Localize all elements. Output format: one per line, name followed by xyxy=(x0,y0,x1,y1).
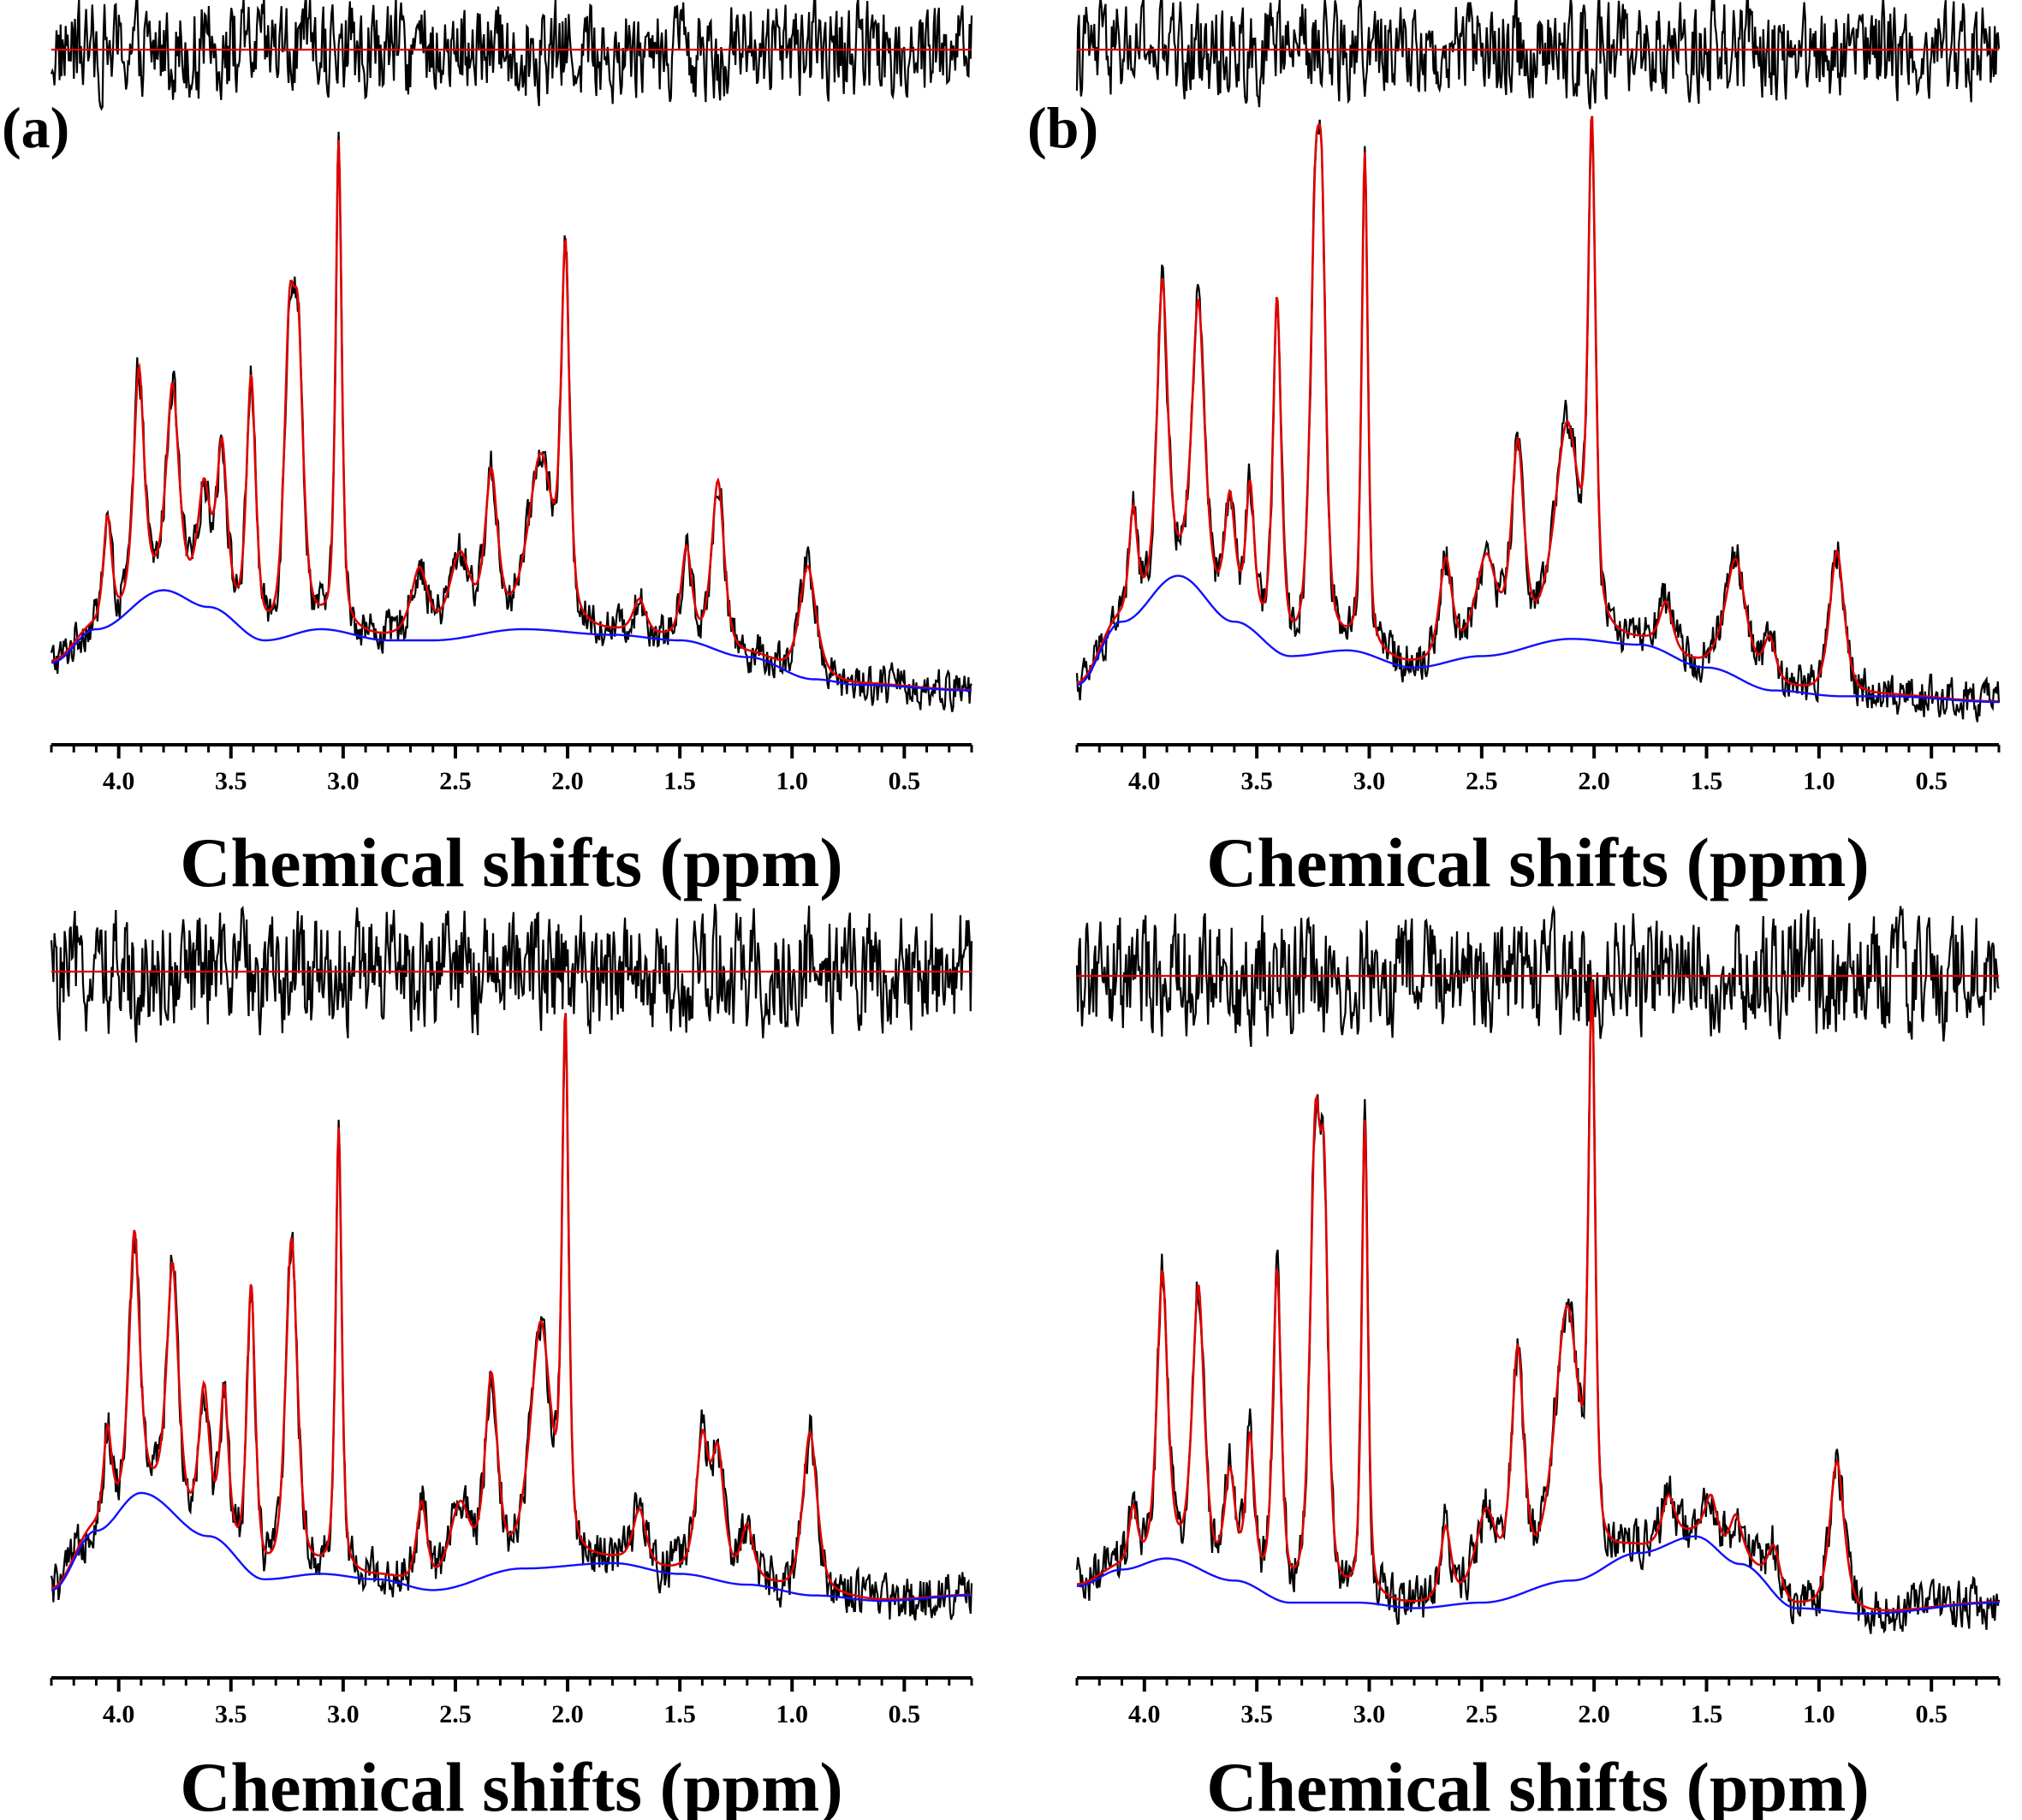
fitted-spectrum-line xyxy=(1076,980,1999,1612)
x-tick-label: 2.5 xyxy=(1466,1700,1498,1728)
spectrum-panel-top-left: 4.0 3.5 3.0 2.5 2.0 1.5 1.0 0.5 Chemical shifts … xyxy=(2,0,973,901)
x-tick-label: 0.5 xyxy=(1915,767,1948,795)
panel-label: (b) xyxy=(1027,95,1098,160)
spectrum-panel-bottom-left: 4.0 3.5 3.0 2.5 2.0 1.5 1.0 0.5 Chemical shifts … xyxy=(50,903,973,1820)
baseline-line xyxy=(1076,574,1999,704)
x-tick-label: 2.0 xyxy=(1578,1700,1610,1728)
spectrum-panel-top-right: 4.0 3.5 3.0 2.5 2.0 1.5 1.0 0.5 Chemical shifts … xyxy=(1027,0,2001,901)
x-tick-label: 2.0 xyxy=(551,767,584,795)
residual-trace xyxy=(1075,905,2000,1047)
x-tick-label: 2.0 xyxy=(551,1700,584,1728)
fitted-spectrum-line xyxy=(51,1013,972,1601)
residual-trace xyxy=(50,0,973,111)
x-axis-title: Chemical shifts (ppm) xyxy=(180,824,842,901)
x-tick-label: 4.0 xyxy=(103,1700,135,1728)
x-tick-label: 2.5 xyxy=(439,1700,472,1728)
x-tick-label: 3.5 xyxy=(215,1700,247,1728)
x-tick-label: 1.0 xyxy=(776,767,808,795)
x-tick-label: 4.0 xyxy=(1128,767,1161,795)
x-tick-label: 3.0 xyxy=(327,1700,360,1728)
residual-trace xyxy=(1075,0,2001,110)
x-tick-label: 1.0 xyxy=(1803,1700,1835,1728)
x-tick-label: 0.5 xyxy=(889,767,921,795)
baseline-line xyxy=(51,1491,972,1603)
x-axis-title: Chemical shifts (ppm) xyxy=(1206,1748,1869,1820)
x-tick-label: 2.0 xyxy=(1578,767,1610,795)
x-tick-label: 2.5 xyxy=(439,767,472,795)
x-tick-label: 1.0 xyxy=(776,1700,808,1728)
fitted-spectrum-line xyxy=(51,140,972,692)
x-tick-label: 1.5 xyxy=(663,767,696,795)
x-tick-label: 3.5 xyxy=(215,767,247,795)
x-tick-label: 3.0 xyxy=(1353,767,1386,795)
x-tick-label: 4.0 xyxy=(103,767,135,795)
x-tick-label: 1.5 xyxy=(1691,1700,1723,1728)
x-tick-label: 4.0 xyxy=(1128,1700,1161,1728)
x-tick-label: 1.5 xyxy=(663,1700,696,1728)
measured-spectrum-line xyxy=(1075,985,2001,1634)
x-axis-title: Chemical shifts (ppm) xyxy=(180,1748,842,1820)
x-tick-label: 3.5 xyxy=(1240,1700,1273,1728)
x-tick-label: 1.5 xyxy=(1691,767,1723,795)
baseline-line xyxy=(51,589,972,692)
baseline-line xyxy=(1076,1535,1999,1615)
x-tick-label: 1.0 xyxy=(1803,767,1835,795)
x-tick-label: 2.5 xyxy=(1466,767,1498,795)
x-tick-label: 3.0 xyxy=(1353,1700,1386,1728)
panel-label: (a) xyxy=(2,95,69,160)
fitted-spectrum-line xyxy=(1076,116,1999,703)
x-tick-label: 0.5 xyxy=(889,1700,921,1728)
measured-spectrum-line xyxy=(1075,119,2001,723)
x-axis-title: Chemical shifts (ppm) xyxy=(1206,824,1869,901)
x-tick-label: 3.0 xyxy=(327,767,360,795)
x-tick-label: 3.5 xyxy=(1240,767,1273,795)
measured-spectrum-line xyxy=(50,131,972,712)
x-tick-label: 0.5 xyxy=(1915,1700,1948,1728)
residual-trace xyxy=(50,903,973,1043)
spectrum-panel-bottom-right: 4.0 3.5 3.0 2.5 2.0 1.5 1.0 0.5 Chemical shifts … xyxy=(1075,905,2001,1820)
